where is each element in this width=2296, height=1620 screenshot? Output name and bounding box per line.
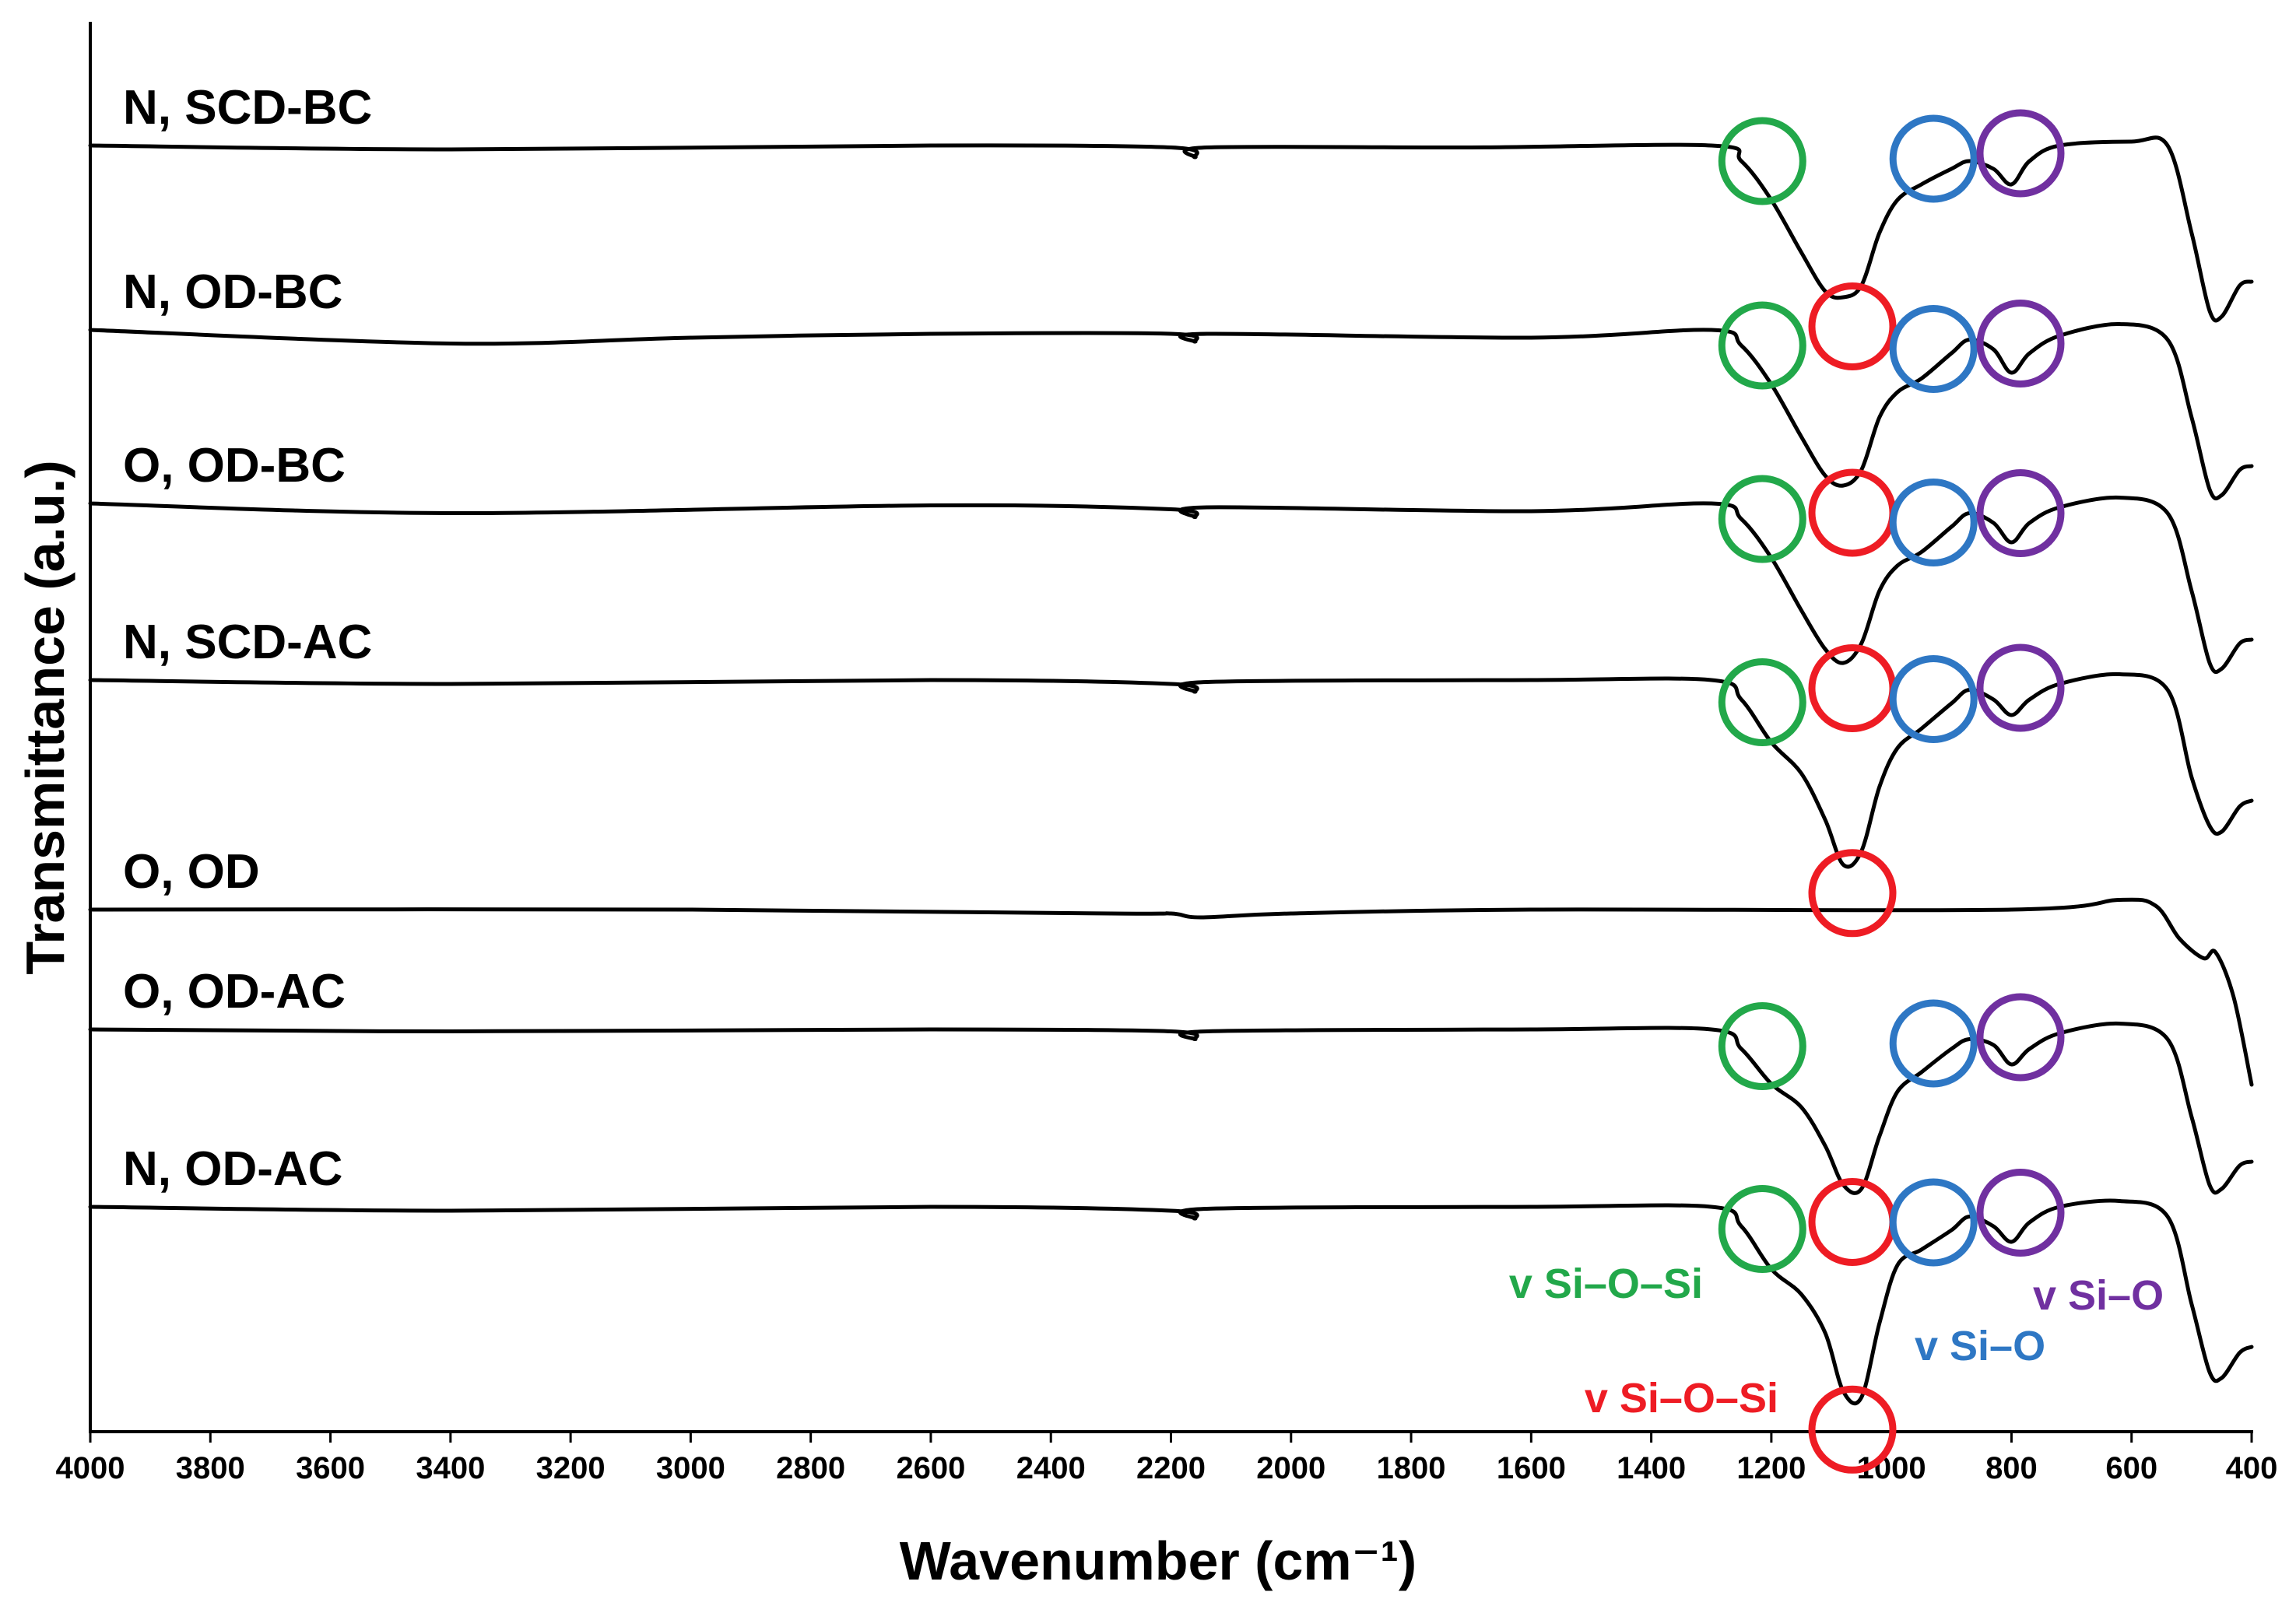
annotation-circle [1718,1185,1806,1273]
annotation-circle [1808,282,1897,370]
x-tick-label: 3400 [416,1451,485,1485]
series-label-2: N, OD-BC [123,265,342,319]
annotation-circle [1976,1169,2065,1257]
x-tick-label: 800 [1985,1451,2038,1485]
annotation-circle [1889,655,1978,743]
x-tick-label: 2000 [1256,1451,1325,1485]
x-tick-label: 2200 [1136,1451,1206,1485]
y-axis-title: Transmittance (a.u.) [15,460,75,974]
annotation-circle [1718,301,1806,390]
x-tick-label: 4000 [56,1451,125,1485]
annotation-circle [1889,305,1978,393]
series-label-5: O, OD [123,845,260,899]
x-axis-title: Wavenumber (cm⁻¹) [900,1531,1417,1591]
x-tick-label: 400 [2226,1451,2278,1485]
series-line-6 [88,1021,2254,1195]
series-line-1 [88,135,2254,323]
x-tick-label: 1200 [1736,1451,1806,1485]
series-label-1: N, SCD-BC [123,81,372,135]
annotation-circle [1976,300,2065,387]
series-line-4 [88,671,2254,869]
annotation-circle [1718,117,1806,205]
annotation-circle [1976,643,2065,732]
x-tick-label: 600 [2105,1451,2157,1485]
series-labels-group: N, SCD-BC N, OD-BC O, OD-BC N, SCD-AC O, OD O… [123,81,372,1196]
series-label-7: N, OD-AC [123,1142,342,1196]
annotation-circle [1808,468,1897,557]
annotation-circle [1889,479,1978,566]
annotation-label-4: v Si–O [2033,1272,2164,1319]
annotation-circle [1889,999,1978,1088]
x-tick-label: 3000 [656,1451,725,1485]
x-tick-label: 2800 [776,1451,845,1485]
series-line-2 [88,321,2254,501]
annotation-circle [1808,849,1897,938]
x-tick-label: 3800 [176,1451,245,1485]
annotation-circle [1976,109,2065,198]
series-line-7 [88,1198,2254,1406]
x-tick-label: 1400 [1617,1451,1686,1485]
series-label-4: N, SCD-AC [123,615,372,669]
axes: 4000 3800 3600 3400 3200 3000 2800 2600 2400 2200… [56,22,2278,1485]
annotation-circle [1718,1002,1806,1090]
annotation-circle [1889,114,1978,203]
x-tick-label: 3600 [296,1451,365,1485]
annotation-circle [1976,469,2065,557]
annotation-circle [1718,658,1806,746]
annotation-label-3: v Si–O [1915,1323,2045,1369]
annotation-label-1: v Si–O–Si [1509,1261,1703,1307]
x-tick-label: 1800 [1377,1451,1446,1485]
x-tick-label: 1600 [1497,1451,1566,1485]
x-tick-label: 3200 [536,1451,606,1485]
series-label-6: O, OD-AC [123,965,346,1019]
annotation-circle [1976,993,2065,1082]
series-group [88,135,2254,1406]
annotation-circle [1808,1385,1897,1474]
annotation-circle [1718,475,1806,563]
series-label-3: O, OD-BC [123,439,346,493]
series-line-5 [88,897,2254,1087]
annotation-circle [1889,1178,1978,1267]
annotations-group: v Si–O–Si v Si–O–Si v Si–Ov Si–O [1509,109,2164,1474]
x-tick-label: 2600 [896,1451,965,1485]
x-tick-label: 2400 [1016,1451,1086,1485]
annotation-label-2: v Si–O–Si [1585,1375,1778,1422]
series-line-3 [88,495,2254,675]
